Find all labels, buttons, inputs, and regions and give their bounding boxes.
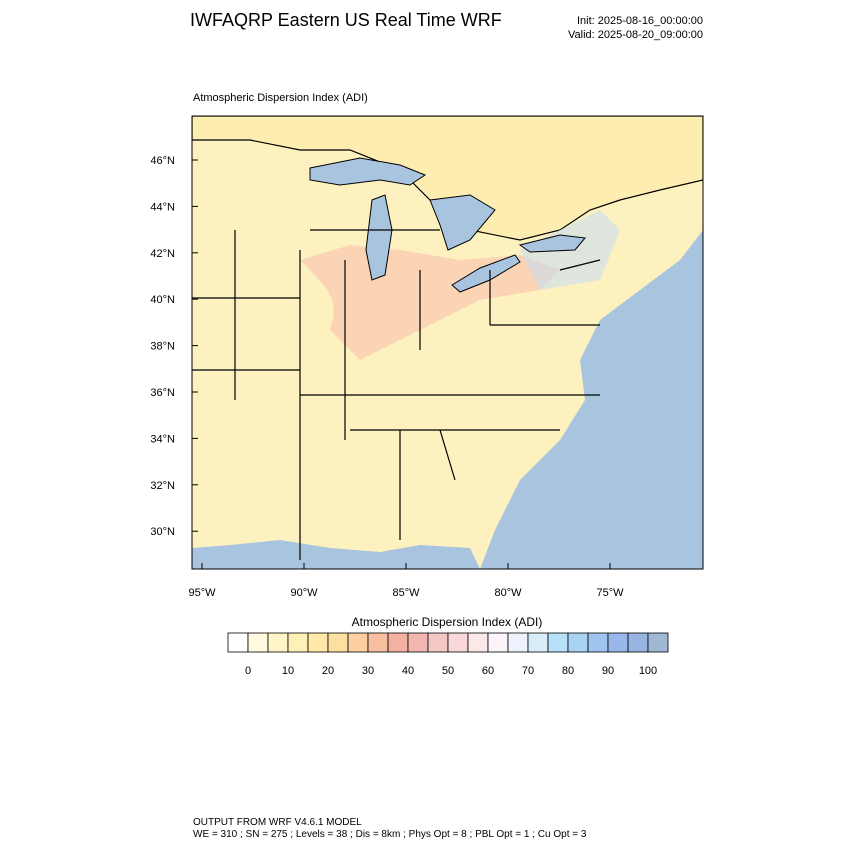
colorbar-swatch bbox=[507, 632, 529, 653]
colorbar-tick-label: 80 bbox=[562, 665, 574, 677]
colorbar-swatch bbox=[247, 632, 269, 653]
colorbar-tick-label: 20 bbox=[322, 665, 334, 677]
colorbar-swatch bbox=[627, 632, 649, 653]
colorbar-tick-label: 40 bbox=[402, 665, 414, 677]
colorbar-swatch bbox=[307, 632, 329, 653]
colorbar-title: Atmospheric Dispersion Index (ADI) bbox=[352, 615, 543, 629]
colorbar-swatch bbox=[427, 632, 449, 653]
colorbar-tick-label: 50 bbox=[442, 665, 454, 677]
colorbar-swatch bbox=[527, 632, 549, 653]
colorbar-swatch bbox=[567, 632, 589, 653]
colorbar-swatch bbox=[367, 632, 389, 653]
colorbar-tick-label: 30 bbox=[362, 665, 374, 677]
footer-line: WE = 310 ; SN = 275 ; Levels = 38 ; Dis … bbox=[193, 829, 587, 840]
colorbar-tick-label: 70 bbox=[522, 665, 534, 677]
colorbar-swatch bbox=[387, 632, 409, 653]
lon-label: 90°W bbox=[290, 587, 318, 599]
footer-line: OUTPUT FROM WRF V4.6.1 MODEL bbox=[193, 817, 362, 828]
colorbar-swatch bbox=[347, 632, 369, 653]
lon-label: 75°W bbox=[596, 587, 624, 599]
lon-label: 80°W bbox=[494, 587, 522, 599]
map-subtitle: Atmospheric Dispersion Index (ADI) bbox=[193, 92, 368, 104]
valid-time: Valid: 2025-08-20_09:00:00 bbox=[568, 29, 703, 41]
colorbar-tick-label: 0 bbox=[245, 665, 251, 677]
lake-erie bbox=[451, 254, 521, 293]
colorbar-swatch bbox=[587, 632, 609, 653]
gulf bbox=[192, 540, 480, 569]
lake-huron bbox=[429, 194, 496, 251]
init-time: Init: 2025-08-16_00:00:00 bbox=[577, 15, 703, 27]
lat-label: 34°N bbox=[150, 433, 175, 445]
lat-label: 30°N bbox=[150, 526, 175, 538]
colorbar-tick-label: 10 bbox=[282, 665, 294, 677]
lat-label: 42°N bbox=[150, 248, 175, 260]
colorbar-swatch bbox=[287, 632, 309, 653]
lon-label: 85°W bbox=[392, 587, 420, 599]
colorbar-swatch bbox=[647, 632, 669, 653]
lat-label: 32°N bbox=[150, 480, 175, 492]
lat-label: 38°N bbox=[150, 341, 175, 353]
title: IWFAQRP Eastern US Real Time WRF bbox=[190, 10, 502, 30]
colorbar-swatch bbox=[267, 632, 289, 653]
colorbar-tick-label: 90 bbox=[602, 665, 614, 677]
lon-label: 95°W bbox=[188, 587, 216, 599]
ocean bbox=[480, 230, 703, 569]
colorbar-swatch bbox=[547, 632, 569, 653]
map-frame bbox=[191, 115, 704, 570]
map bbox=[191, 115, 704, 570]
colorbar-swatch bbox=[227, 632, 249, 653]
colorbar-swatch bbox=[487, 632, 509, 653]
lon-labels: 95°W 90°W 85°W 80°W 75°W bbox=[188, 563, 624, 599]
lat-label: 36°N bbox=[150, 387, 175, 399]
state-borders bbox=[192, 229, 601, 560]
colorbar-tick-label: 100 bbox=[639, 665, 657, 677]
colorbar-tick-label: 60 bbox=[482, 665, 494, 677]
colorbar: 0 10 20 30 40 50 60 70 80 90 100 bbox=[227, 632, 669, 677]
lat-label: 44°N bbox=[150, 201, 175, 213]
colorbar-swatch bbox=[407, 632, 429, 653]
lat-labels: 46°N 44°N 42°N 40°N 38°N 36°N 34°N 32°N 30°N bbox=[150, 155, 198, 538]
colorbar-swatch bbox=[467, 632, 489, 653]
lake-superior bbox=[309, 157, 427, 186]
lake-michigan bbox=[365, 194, 393, 281]
colorbar-swatch bbox=[607, 632, 629, 653]
lake-ontario bbox=[518, 234, 586, 253]
colorbar-swatch bbox=[447, 632, 469, 653]
lat-label: 46°N bbox=[150, 155, 175, 167]
colorbar-swatch bbox=[327, 632, 349, 653]
lat-label: 40°N bbox=[150, 294, 175, 306]
canada bbox=[192, 116, 703, 241]
